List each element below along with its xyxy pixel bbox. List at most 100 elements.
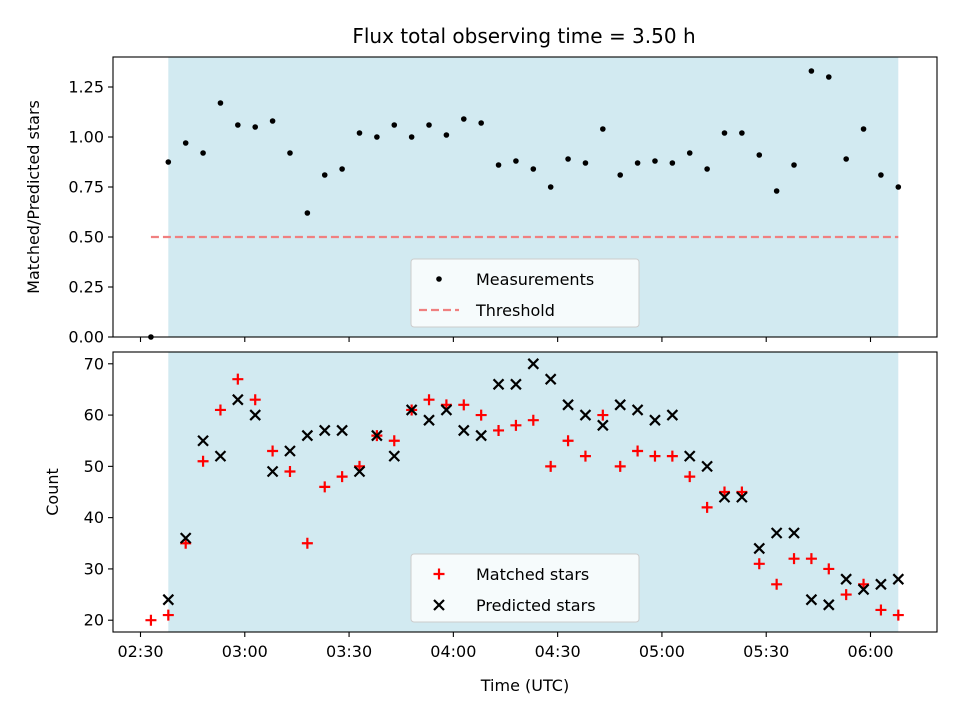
matched-star-point	[232, 373, 244, 385]
y-tick-label: 0.75	[68, 178, 104, 197]
predicted-star-point	[579, 409, 592, 421]
measurement-point	[304, 210, 311, 216]
series-predicted-stars	[162, 358, 905, 611]
matched-star-point	[493, 424, 505, 436]
predicted-star-point	[544, 373, 557, 385]
predicted-star-point	[318, 424, 331, 437]
matched-star-point	[458, 399, 470, 411]
measurement-point	[565, 156, 571, 162]
matched-star-point	[562, 435, 574, 447]
measurement-point	[686, 150, 693, 156]
x-tick-label: 03:30	[326, 642, 372, 661]
y-tick-label: 30	[84, 559, 104, 578]
predicted-star-point	[718, 491, 731, 503]
y-tick-label: 40	[84, 508, 104, 527]
matched-star-point	[666, 450, 678, 462]
legend-box	[410, 553, 640, 623]
measurement-point	[443, 132, 450, 138]
measurement-point	[182, 140, 189, 146]
measurement-point	[321, 172, 328, 178]
predicted-star-point	[232, 393, 244, 406]
predicted-star-point	[753, 542, 766, 555]
predicted-star-point	[162, 593, 175, 606]
legend: Measurements Threshold	[410, 258, 640, 328]
measurement-point	[721, 130, 728, 136]
x-tick-label: 05:30	[743, 642, 789, 661]
predicted-star-point	[840, 573, 852, 585]
predicted-star-point	[892, 573, 905, 585]
measurement-point	[634, 160, 641, 166]
y-tick-label: 20	[84, 611, 104, 630]
measurement-point	[617, 172, 624, 178]
plot-frame	[112, 56, 938, 338]
matched-star-point	[214, 404, 226, 416]
predicted-star-point	[266, 465, 279, 478]
predicted-star-point	[336, 424, 348, 437]
predicted-star-point	[475, 429, 487, 442]
y-tick-label: 0.00	[68, 328, 104, 347]
y-tick-label: 1.25	[68, 78, 104, 97]
matched-star-point	[162, 609, 174, 621]
matched-star-point	[336, 471, 348, 483]
predicted-star-point	[805, 593, 818, 606]
y-axis-title: Count	[43, 468, 62, 516]
measurement-point	[547, 184, 554, 190]
predicted-star-point	[371, 429, 383, 442]
x-tick-label: 03:00	[222, 642, 268, 661]
measurement-point	[895, 184, 902, 190]
x-tick-label: 04:00	[430, 642, 476, 661]
predicted-star-point	[614, 399, 626, 411]
measurement-point	[287, 150, 293, 156]
legend: Matched stars Predicted stars	[410, 553, 640, 623]
y-tick-label: 0.50	[68, 228, 104, 247]
matched-star-point	[579, 450, 591, 462]
predicted-star-point	[683, 450, 696, 462]
matched-star-point	[684, 471, 696, 483]
matched-star-point	[649, 450, 661, 462]
measurement-point	[791, 162, 797, 168]
matched-star-point	[423, 394, 435, 406]
predicted-star-point	[736, 491, 748, 503]
predicted-star-point	[492, 378, 505, 391]
predicted-star-point	[562, 399, 574, 411]
series-measurements	[148, 68, 902, 340]
predicted-star-point	[458, 424, 470, 437]
matched-star-point	[614, 460, 626, 472]
measurement-point	[200, 150, 206, 156]
matched-star-point	[267, 445, 279, 457]
matched-star-point	[527, 414, 539, 426]
matched-star-point	[145, 614, 157, 626]
x-tick-label: 06:00	[847, 642, 893, 661]
measurement-point	[582, 160, 589, 166]
legend-label: Threshold	[475, 301, 555, 320]
predicted-star-point	[875, 578, 887, 591]
matched-star-point	[597, 409, 609, 421]
measurement-point	[530, 166, 537, 172]
predicted-star-point	[510, 378, 522, 391]
matched-star-point	[840, 589, 852, 601]
legend-marker-plus	[433, 568, 445, 580]
matched-star-point	[388, 435, 400, 447]
predicted-star-point	[214, 450, 227, 462]
series-matched-stars	[145, 373, 904, 626]
chart-title: Flux total observing time = 3.50 h	[352, 24, 695, 48]
measurement-point	[860, 126, 867, 132]
measurement-point	[217, 100, 224, 106]
x-axis-title: Time (UTC)	[480, 676, 569, 695]
predicted-star-point	[423, 414, 435, 426]
measurement-point	[878, 172, 884, 178]
legend-marker-dot	[436, 276, 442, 282]
y-tick-label: 1.00	[68, 128, 104, 147]
y-tick-label: 70	[84, 354, 104, 373]
predicted-star-point	[405, 404, 418, 416]
matched-star-point	[805, 553, 817, 565]
measurement-point	[652, 158, 658, 164]
x-tick-label: 05:00	[639, 642, 685, 661]
measurement-point	[513, 158, 519, 164]
measurement-point	[825, 74, 832, 80]
predicted-star-point	[197, 434, 209, 447]
predicted-star-point	[179, 532, 192, 544]
measurement-point	[426, 122, 432, 128]
measurement-point	[704, 166, 710, 172]
legend-marker-x	[433, 599, 445, 611]
